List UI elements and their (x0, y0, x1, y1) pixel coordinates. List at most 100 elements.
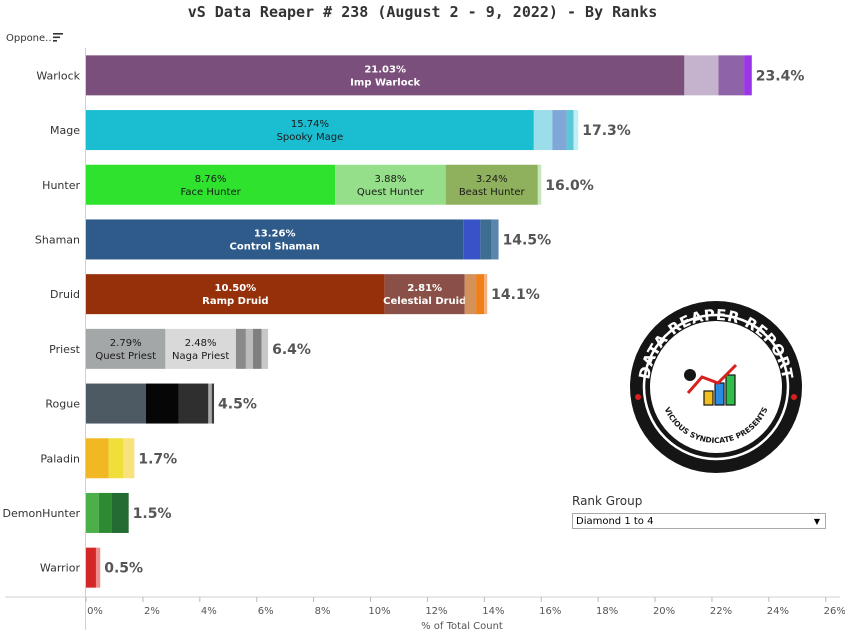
data-label-archetype: Spooky Mage (277, 132, 344, 143)
bar-segment (211, 383, 215, 424)
x-tick-label: 26% (824, 606, 845, 617)
data-label-archetype: Quest Hunter (357, 187, 425, 198)
rank-group-select[interactable]: Diamond 1 to 4 ▼ (572, 513, 826, 529)
category-label: Mage (50, 124, 80, 137)
bar-segment (98, 492, 112, 533)
logo-reaper-hood (684, 369, 696, 381)
category-label: Warlock (36, 69, 80, 82)
data-label-archetype: Imp Warlock (350, 77, 420, 88)
chart-title: vS Data Reaper # 238 (August 2 - 9, 2022… (187, 3, 658, 21)
bar-segment (480, 219, 492, 260)
bar-segment (86, 383, 146, 424)
bar-segment (484, 274, 488, 315)
bar-total-label: 17.3% (582, 123, 631, 139)
logo-mini-bar (725, 374, 736, 406)
bar-segment (573, 110, 579, 151)
bar-total-label: 0.5% (104, 561, 143, 577)
logo-trend-arrow (686, 363, 738, 394)
data-label-archetype: Face Hunter (181, 187, 242, 198)
rank-group-filter: Rank Group Diamond 1 to 4 ▼ (572, 494, 826, 529)
bar-segment (537, 164, 542, 205)
bar-segment (86, 328, 166, 369)
bar-total-label: 6.4% (272, 342, 311, 358)
x-tick-label: 24% (767, 606, 789, 617)
bar-segment (445, 164, 538, 205)
bar-segment (253, 328, 262, 369)
bar-segment (86, 219, 464, 260)
bar-segment (86, 274, 385, 315)
row-header-label[interactable]: Oppone.. (6, 33, 52, 44)
bar-segment (235, 328, 246, 369)
category-label: Paladin (40, 452, 80, 465)
x-tick-label: 18% (596, 606, 618, 617)
data-label-percent: 21.03% (364, 64, 406, 75)
category-label: Shaman (35, 233, 80, 246)
bar-segment (463, 219, 481, 260)
data-label-archetype: Naga Priest (172, 351, 229, 362)
category-label: DemonHunter (3, 507, 81, 520)
data-label-archetype: Quest Priest (95, 351, 156, 362)
x-tick-label: 10% (368, 606, 390, 617)
logo-star (635, 394, 641, 400)
x-tick-label: 22% (710, 606, 732, 617)
bar-segment (86, 547, 96, 588)
x-axis-title: % of Total Count (421, 621, 503, 632)
category-label: Warrior (40, 562, 81, 575)
rank-group-label: Rank Group (572, 494, 643, 508)
x-tick-label: 2% (144, 606, 160, 617)
rank-group-value: Diamond 1 to 4 (576, 516, 654, 527)
bar-segment (261, 328, 269, 369)
bar-segment (165, 328, 236, 369)
bar-total-label: 23.4% (756, 68, 805, 84)
bar-segment (384, 274, 465, 315)
bar-segment (122, 438, 135, 479)
logo-mini-bar (714, 382, 725, 406)
logo-mini-bar (703, 390, 714, 406)
category-label: Rogue (45, 398, 80, 411)
data-label-percent: 2.79% (110, 338, 142, 349)
bar-segment (108, 438, 123, 479)
bar-segment (86, 438, 109, 479)
bar-segment (552, 110, 567, 151)
data-label-percent: 2.48% (185, 338, 217, 349)
logo-inner-ring (642, 313, 790, 461)
data-label-percent: 3.88% (375, 174, 407, 185)
bar-total-label: 4.5% (218, 397, 257, 413)
bar-total-label: 14.5% (503, 232, 552, 248)
data-label-archetype: Control Shaman (230, 241, 320, 252)
bar-segment (86, 492, 99, 533)
bar-segment (145, 383, 179, 424)
bar-segment (476, 274, 485, 315)
bar-segment (464, 274, 477, 315)
bar-total-label: 16.0% (545, 178, 594, 194)
data-label-archetype: Ramp Druid (202, 296, 268, 307)
x-tick-label: 0% (87, 606, 103, 617)
bar-segment (533, 110, 553, 151)
bar-segment (566, 110, 574, 151)
x-tick-label: 14% (482, 606, 504, 617)
bar-segment (95, 547, 101, 588)
bar-segment (335, 164, 446, 205)
data-label-percent: 10.50% (215, 283, 257, 294)
bar-total-label: 1.7% (138, 451, 177, 467)
bar-segment (245, 328, 254, 369)
bar-segment (718, 55, 745, 96)
sort-descending-icon[interactable] (53, 33, 63, 45)
data-label-percent: 2.81% (407, 283, 442, 294)
x-tick-label: 8% (315, 606, 331, 617)
data-label-percent: 8.76% (195, 174, 227, 185)
bar-total-label: 14.1% (491, 287, 540, 303)
data-label-archetype: Celestial Druid (383, 296, 466, 307)
bar-segment (86, 164, 336, 205)
x-tick-label: 20% (653, 606, 675, 617)
bar-segment (111, 492, 129, 533)
logo-star (791, 394, 797, 400)
chevron-down-icon[interactable]: ▼ (813, 517, 820, 526)
x-tick-label: 6% (258, 606, 274, 617)
bar-segment (744, 55, 752, 96)
x-tick-label: 12% (425, 606, 447, 617)
data-label-percent: 15.74% (291, 119, 329, 130)
bar-segment (178, 383, 209, 424)
